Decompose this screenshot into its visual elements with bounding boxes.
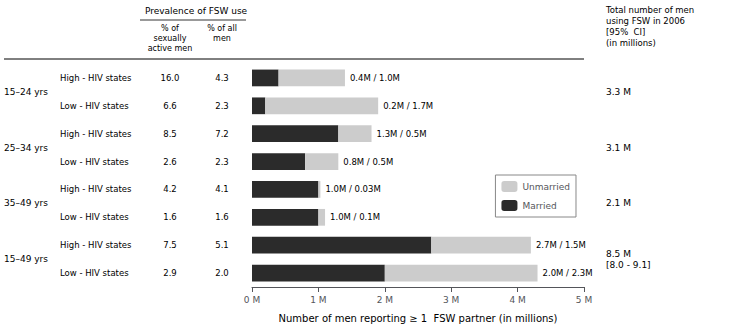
svg-text:2.0M / 2.3M: 2.0M / 2.3M xyxy=(543,268,593,278)
svg-text:2.6: 2.6 xyxy=(163,157,177,167)
svg-text:4.1: 4.1 xyxy=(215,184,229,194)
svg-text:0.8M / 0.5M: 0.8M / 0.5M xyxy=(343,157,393,167)
svg-text:4.3: 4.3 xyxy=(215,73,229,83)
svg-text:Number of men reporting ≥ 1 F: Number of men reporting ≥ 1 FSW partner … xyxy=(279,313,558,324)
svg-text:15–24 yrs: 15–24 yrs xyxy=(4,87,48,97)
svg-text:2.9: 2.9 xyxy=(163,268,177,278)
svg-text:15–49 yrs: 15–49 yrs xyxy=(4,254,48,264)
svg-text:men: men xyxy=(213,34,231,43)
svg-text:active men: active men xyxy=(148,44,193,53)
svg-text:0 M: 0 M xyxy=(244,295,260,305)
svg-text:High - HIV states: High - HIV states xyxy=(60,73,132,83)
svg-text:sexually: sexually xyxy=(154,34,187,43)
svg-text:Low - HIV states: Low - HIV states xyxy=(60,157,129,167)
svg-text:1.0M / 0.03M: 1.0M / 0.03M xyxy=(325,184,380,194)
svg-text:3.3 M: 3.3 M xyxy=(606,87,631,97)
svg-text:35–49 yrs: 35–49 yrs xyxy=(4,198,48,208)
svg-text:% of: % of xyxy=(161,24,179,33)
svg-text:5 M: 5 M xyxy=(576,295,592,305)
svg-text:Total number of men: Total number of men xyxy=(605,5,694,15)
svg-text:3.1 M: 3.1 M xyxy=(606,143,631,153)
svg-text:(in millions): (in millions) xyxy=(606,38,656,48)
svg-text:[8.0 - 9.1]: [8.0 - 9.1] xyxy=(606,260,651,270)
svg-text:2.3: 2.3 xyxy=(215,157,229,167)
svg-text:Prevalence of FSW use: Prevalence of FSW use xyxy=(145,6,248,16)
svg-text:4 M: 4 M xyxy=(509,295,525,305)
svg-text:7.2: 7.2 xyxy=(215,129,229,139)
svg-text:% of all: % of all xyxy=(207,24,237,33)
svg-text:1.3M / 0.5M: 1.3M / 0.5M xyxy=(377,129,427,139)
svg-text:High - HIV states: High - HIV states xyxy=(60,129,132,139)
svg-text:2.0: 2.0 xyxy=(215,268,229,278)
svg-text:0.4M / 1.0M: 0.4M / 1.0M xyxy=(350,73,400,83)
svg-text:8.5: 8.5 xyxy=(163,129,177,139)
svg-text:Low - HIV states: Low - HIV states xyxy=(60,268,129,278)
svg-text:2.1 M: 2.1 M xyxy=(606,198,631,208)
svg-text:1 M: 1 M xyxy=(310,295,326,305)
svg-text:16.0: 16.0 xyxy=(161,73,180,83)
svg-text:5.1: 5.1 xyxy=(215,240,229,250)
svg-text:0.2M / 1.7M: 0.2M / 1.7M xyxy=(383,101,433,111)
svg-text:Low - HIV states: Low - HIV states xyxy=(60,212,129,222)
svg-text:2.3: 2.3 xyxy=(215,101,229,111)
svg-text:6.6: 6.6 xyxy=(163,101,177,111)
svg-text:[95% CI]: [95% CI] xyxy=(606,27,645,37)
svg-text:4.2: 4.2 xyxy=(163,184,177,194)
svg-text:using FSW in 2006: using FSW in 2006 xyxy=(606,16,685,26)
svg-text:25–34 yrs: 25–34 yrs xyxy=(4,143,48,153)
svg-text:1.6: 1.6 xyxy=(215,212,229,222)
svg-text:3 M: 3 M xyxy=(443,295,459,305)
svg-text:7.5: 7.5 xyxy=(163,240,177,250)
svg-text:8.5 M: 8.5 M xyxy=(606,249,631,259)
svg-text:2.7M / 1.5M: 2.7M / 1.5M xyxy=(536,240,586,250)
svg-text:1.6: 1.6 xyxy=(163,212,177,222)
svg-text:High - HIV states: High - HIV states xyxy=(60,240,132,250)
svg-text:Married: Married xyxy=(522,201,556,211)
svg-text:2 M: 2 M xyxy=(377,295,393,305)
svg-text:High - HIV states: High - HIV states xyxy=(60,184,132,194)
svg-text:Unmarried: Unmarried xyxy=(522,182,570,192)
svg-text:Low - HIV states: Low - HIV states xyxy=(60,101,129,111)
svg-text:1.0M / 0.1M: 1.0M / 0.1M xyxy=(330,212,380,222)
